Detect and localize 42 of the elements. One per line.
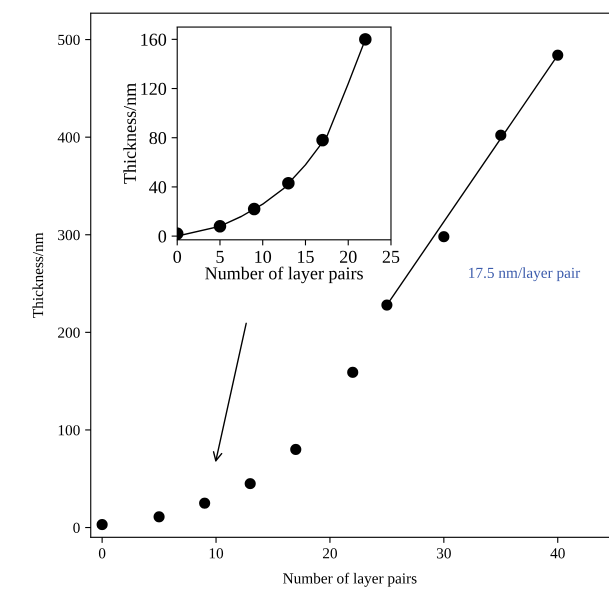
point <box>552 50 564 61</box>
y-tick-label: 80 <box>149 132 166 144</box>
y-axis-title: Thickness/nm <box>32 232 44 318</box>
x-tick-label: 30 <box>436 548 451 558</box>
y-tick-label: 120 <box>141 82 166 95</box>
point <box>495 130 506 141</box>
y-tick-label: 40 <box>149 181 166 194</box>
x-tick-label: 40 <box>550 548 565 558</box>
y-tick-label: 300 <box>58 230 80 240</box>
y-tick-label: 0 <box>73 522 80 533</box>
point <box>290 444 302 456</box>
point <box>154 511 165 522</box>
y-tick-label: 400 <box>58 132 80 143</box>
x-tick-label: 0 <box>98 548 106 558</box>
annotation: 17.5 nm/layer pair <box>469 267 580 282</box>
x-tick-label: 20 <box>340 250 357 263</box>
x-tick-label: 25 <box>382 250 400 263</box>
point <box>248 202 260 216</box>
point <box>438 231 450 242</box>
point <box>244 478 256 490</box>
point <box>316 134 329 146</box>
y-tick-label: 0 <box>158 230 166 243</box>
point <box>282 176 295 190</box>
x-axis-title: Number of layer pairs <box>205 266 363 284</box>
x-axis-title: Number of layer pairs <box>283 572 417 587</box>
x-tick-label: 15 <box>298 250 314 263</box>
y-axis-title: Thickness/nm <box>123 83 136 184</box>
point <box>347 366 358 378</box>
x-tick-label: 5 <box>216 250 224 263</box>
x-tick-label: 10 <box>255 250 272 263</box>
y-tick-label: 500 <box>58 34 80 46</box>
x-tick-label: 20 <box>322 548 337 558</box>
point <box>359 33 372 46</box>
x-tick-label: 10 <box>210 548 224 558</box>
x-tick-label: 0 <box>173 250 182 263</box>
point <box>214 220 226 233</box>
y-tick-label: 200 <box>58 327 80 338</box>
point <box>199 498 210 509</box>
y-tick-label: 100 <box>58 425 80 436</box>
y-tick-label: 160 <box>141 34 166 46</box>
point <box>96 519 108 530</box>
point <box>381 299 392 311</box>
